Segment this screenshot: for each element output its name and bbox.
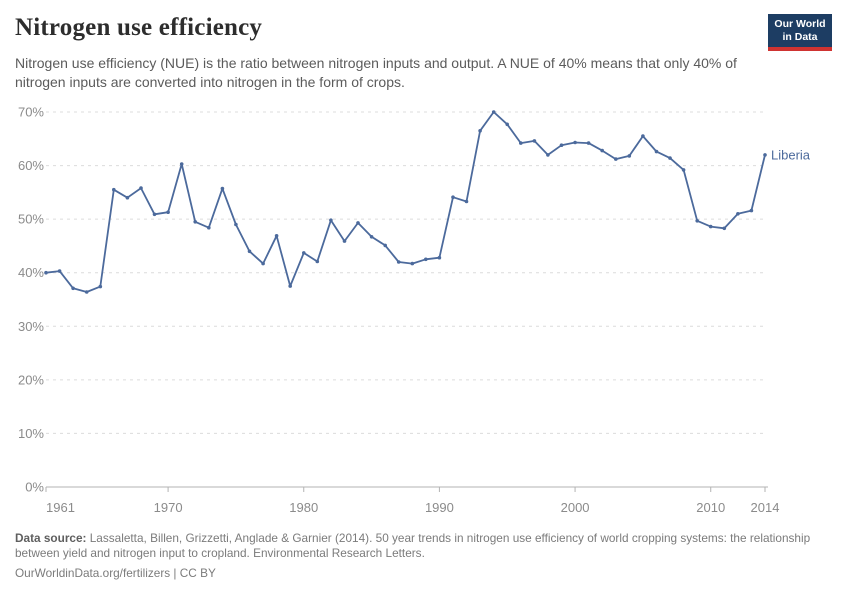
data-point-1998 xyxy=(546,153,550,157)
data-point-2006 xyxy=(654,149,659,154)
data-point-1984 xyxy=(356,221,360,225)
x-tick-label-2000: 2000 xyxy=(561,500,590,515)
data-point-1991 xyxy=(451,195,455,199)
x-tick-label-2010: 2010 xyxy=(696,500,725,515)
data-point-1992 xyxy=(464,199,469,204)
data-point-2014 xyxy=(763,153,767,157)
data-point-2011 xyxy=(722,226,727,231)
owid-logo-line2: in Data xyxy=(782,30,818,43)
page-title: Nitrogen use efficiency xyxy=(15,14,263,41)
data-point-1980 xyxy=(302,251,306,255)
data-point-2002 xyxy=(600,148,604,153)
license-line[interactable]: OurWorldinData.org/fertilizers | CC BY xyxy=(15,566,216,580)
data-point-2001 xyxy=(586,141,591,145)
data-point-1972 xyxy=(193,220,197,224)
data-point-2005 xyxy=(641,134,645,138)
data-point-1970 xyxy=(166,210,170,214)
data-point-1978 xyxy=(274,234,279,238)
data-point-1988 xyxy=(410,261,415,266)
data-point-1965 xyxy=(98,284,103,289)
chart-subtitle: Nitrogen use efficiency (NUE) is the rat… xyxy=(15,55,737,90)
x-tick-label-1970: 1970 xyxy=(154,500,183,515)
data-point-2004 xyxy=(627,154,632,158)
x-tick-label-1990: 1990 xyxy=(425,500,454,515)
data-point-1997 xyxy=(532,139,537,143)
data-source-note: Data source: Lassaletta, Billen, Grizzet… xyxy=(15,531,817,561)
data-point-1966 xyxy=(112,187,116,192)
data-point-1971 xyxy=(179,162,184,166)
data-point-1987 xyxy=(396,260,401,264)
data-point-1975 xyxy=(234,222,238,227)
series-line-liberia[interactable] xyxy=(45,111,766,293)
data-source-text: Lassaletta, Billen, Grizzetti, Anglade &… xyxy=(15,531,811,560)
series-label-liberia[interactable]: Liberia xyxy=(771,147,811,162)
data-point-1963 xyxy=(71,286,75,291)
y-tick-label-10: 10% xyxy=(18,426,44,441)
data-point-1961 xyxy=(44,270,48,275)
data-point-1981 xyxy=(315,259,320,264)
data-point-1986 xyxy=(383,243,388,248)
x-tick-label-1980: 1980 xyxy=(289,500,318,515)
data-point-1990 xyxy=(437,255,442,260)
y-tick-label-40: 40% xyxy=(18,265,44,280)
data-point-1979 xyxy=(288,284,293,288)
data-point-2013 xyxy=(749,208,754,213)
y-tick-label-50: 50% xyxy=(18,212,44,227)
data-point-1964 xyxy=(84,290,89,294)
data-point-2007 xyxy=(668,156,672,160)
data-point-1989 xyxy=(424,257,428,262)
data-point-2012 xyxy=(736,212,740,216)
data-point-1982 xyxy=(329,218,333,222)
data-point-1974 xyxy=(220,186,225,191)
data-point-1962 xyxy=(57,269,62,273)
data-source-label: Data source: xyxy=(15,531,87,545)
y-tick-label-30: 30% xyxy=(18,319,44,334)
y-tick-label-60: 60% xyxy=(18,158,44,173)
data-point-1994 xyxy=(491,110,496,114)
data-point-1968 xyxy=(139,186,143,190)
data-point-2000 xyxy=(573,140,577,145)
data-point-1976 xyxy=(247,249,252,254)
data-point-1973 xyxy=(207,225,211,230)
data-point-1977 xyxy=(261,261,265,266)
y-tick-label-0: 0% xyxy=(25,480,44,495)
x-tick-label-2014: 2014 xyxy=(751,500,780,515)
chart-footer: Data source: Lassaletta, Billen, Grizzet… xyxy=(15,531,817,581)
data-point-1969 xyxy=(152,212,157,217)
y-tick-label-20: 20% xyxy=(18,372,44,387)
data-point-1993 xyxy=(478,129,482,133)
data-point-1996 xyxy=(519,141,523,145)
data-point-2008 xyxy=(681,168,686,172)
data-point-1985 xyxy=(369,235,374,239)
data-point-1983 xyxy=(342,239,347,243)
data-point-2009 xyxy=(695,219,699,223)
line-chart[interactable]: 0% 10% 20% 30% 40% 50% 60% 70% 1961 1970 1980 1990 2… xyxy=(0,95,850,530)
data-point-2003 xyxy=(614,157,618,161)
data-point-1999 xyxy=(559,143,564,147)
owid-logo[interactable]: Our World in Data xyxy=(768,14,832,51)
data-point-1995 xyxy=(505,122,510,127)
y-tick-label-70: 70% xyxy=(18,105,44,120)
x-tick-label-1961: 1961 xyxy=(46,500,75,515)
owid-logo-line1: Our World xyxy=(774,18,826,30)
data-point-1967 xyxy=(125,195,130,200)
data-point-2010 xyxy=(708,224,713,229)
